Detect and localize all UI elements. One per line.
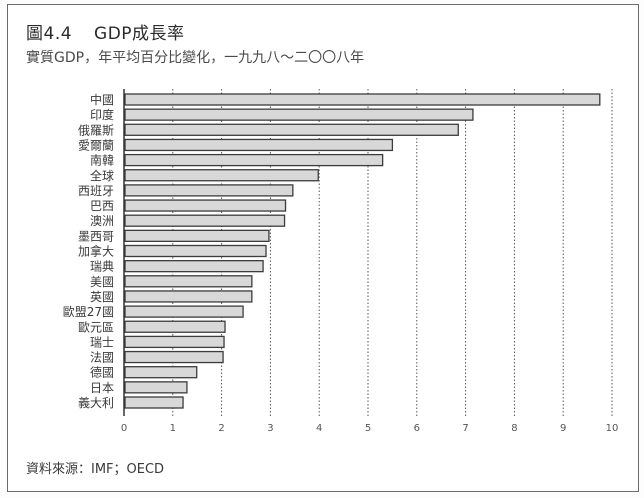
x-tick-label: 4 bbox=[316, 423, 322, 434]
category-label: 德國 bbox=[90, 365, 114, 380]
category-label: 南韓 bbox=[90, 153, 114, 168]
figure-frame bbox=[7, 4, 639, 492]
title-text: GDP成長率 bbox=[94, 24, 185, 44]
bar bbox=[124, 259, 264, 273]
category-label: 歐盟27國 bbox=[63, 304, 114, 319]
x-tick-label: 5 bbox=[365, 423, 371, 434]
category-label: 法國 bbox=[90, 351, 114, 365]
category-label: 美國 bbox=[90, 275, 114, 289]
bar bbox=[124, 320, 226, 333]
figure-number: 圖4.4 bbox=[26, 24, 73, 44]
bar bbox=[124, 93, 601, 106]
bar bbox=[124, 244, 267, 258]
source-note: 資料來源：IMF；OECD bbox=[26, 462, 165, 477]
bar bbox=[124, 350, 224, 364]
x-tick-label: 3 bbox=[267, 423, 273, 434]
category-label: 印度 bbox=[90, 107, 114, 122]
bar bbox=[124, 229, 270, 243]
bars bbox=[124, 93, 601, 409]
category-label: 歐元區 bbox=[78, 319, 114, 334]
category-label: 瑞典 bbox=[90, 260, 114, 274]
x-tick-label: 1 bbox=[170, 423, 176, 434]
bar bbox=[124, 366, 198, 379]
category-label: 瑞士 bbox=[90, 335, 114, 349]
category-labels: 中國印度俄羅斯愛爾蘭南韓全球西班牙巴西澳洲墨西哥加拿大瑞典美國英國歐盟27國歐元… bbox=[63, 92, 114, 410]
x-tick-label: 9 bbox=[560, 423, 566, 434]
category-label: 墨西哥 bbox=[78, 229, 114, 243]
bar bbox=[124, 381, 188, 394]
x-tick-label: 2 bbox=[218, 423, 224, 434]
bar bbox=[124, 153, 384, 167]
bar bbox=[124, 396, 184, 409]
bar bbox=[124, 138, 394, 152]
bar bbox=[124, 214, 286, 227]
bar bbox=[124, 184, 294, 197]
x-axis-ticks: 0 1 2 3 4 5 6 7 8 9 10 bbox=[121, 423, 619, 434]
category-label: 加拿大 bbox=[78, 244, 114, 259]
category-label: 義大利 bbox=[78, 395, 114, 410]
bar bbox=[124, 169, 319, 182]
category-label: 日本 bbox=[90, 381, 114, 395]
x-tick-label: 0 bbox=[121, 423, 127, 434]
figure-title: 圖4.4 GDP成長率 bbox=[26, 19, 185, 44]
bar bbox=[124, 335, 225, 349]
x-tick-label: 7 bbox=[462, 423, 468, 434]
bar bbox=[124, 290, 253, 303]
figure-subtitle: 實質GDP，年平均百分比變化，一九九八～二〇〇八年 bbox=[26, 50, 365, 66]
category-label: 俄羅斯 bbox=[78, 123, 114, 137]
bar bbox=[124, 199, 287, 212]
x-tick-label: 6 bbox=[414, 423, 420, 434]
bar bbox=[124, 275, 253, 288]
bar bbox=[124, 305, 244, 318]
category-label: 英國 bbox=[90, 290, 114, 304]
category-label: 全球 bbox=[90, 168, 114, 183]
category-label: 西班牙 bbox=[78, 184, 114, 198]
category-label: 中國 bbox=[90, 92, 114, 107]
bar bbox=[124, 108, 474, 121]
x-tick-label: 8 bbox=[511, 423, 517, 434]
category-label: 愛爾蘭 bbox=[78, 138, 114, 152]
bar bbox=[124, 123, 459, 136]
category-label: 巴西 bbox=[90, 199, 114, 213]
category-label: 澳洲 bbox=[90, 214, 114, 228]
x-tick-label: 10 bbox=[606, 423, 619, 434]
